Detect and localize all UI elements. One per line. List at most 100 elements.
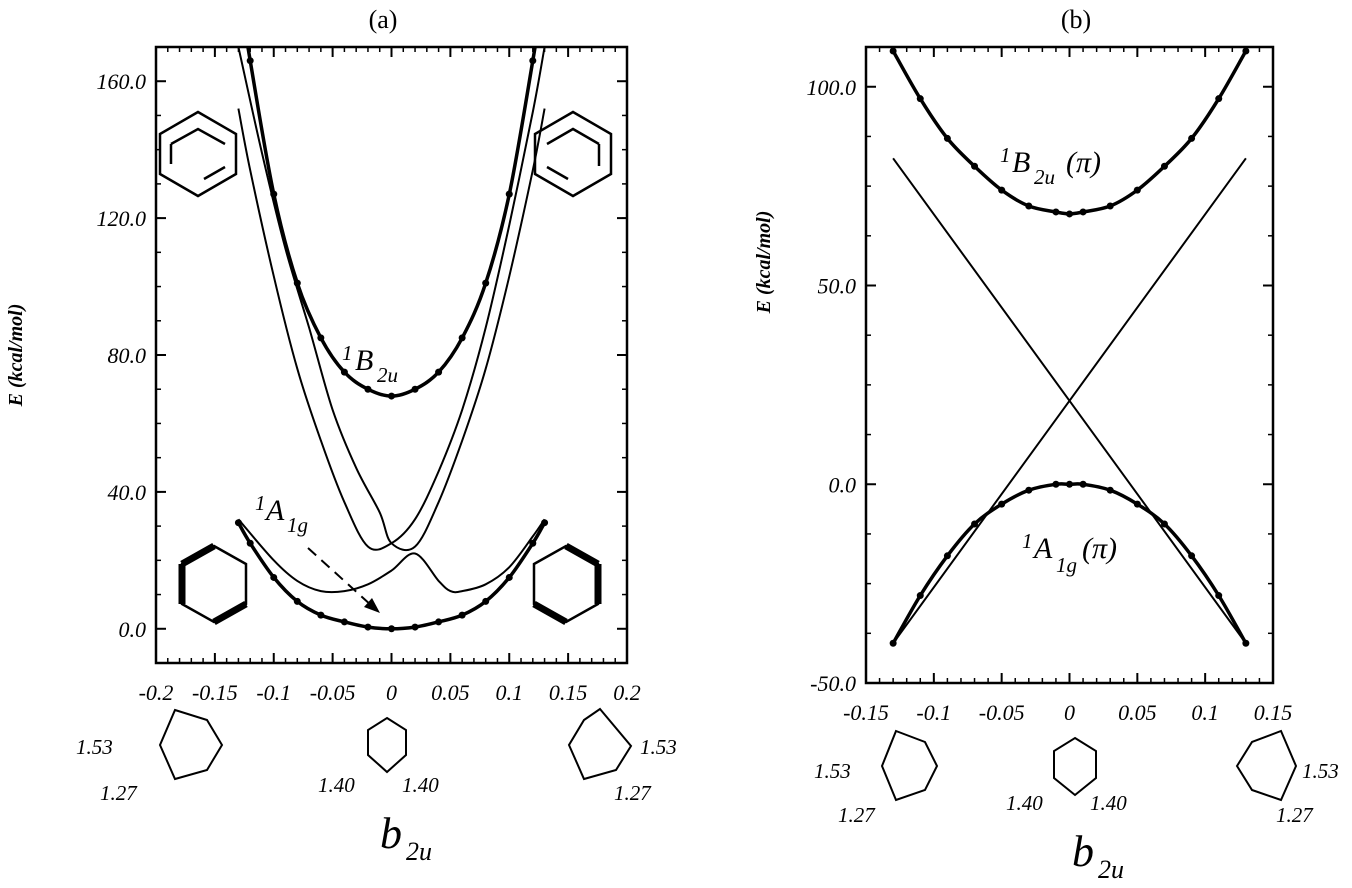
panel-b-annotation-a1g: 1 A 1g (π) <box>1022 529 1117 577</box>
ytick-label: 120.0 <box>97 206 147 231</box>
series-point-a-4 <box>317 611 325 619</box>
series-point-b-3 <box>971 520 979 528</box>
series-point-a-4 <box>411 623 419 631</box>
series-point-a-4 <box>293 597 301 605</box>
series-line-a-2 <box>237 47 546 552</box>
series-point-a-4 <box>246 539 254 547</box>
structure-bottom-left-icon <box>178 542 248 626</box>
series-point-b-0 <box>1079 208 1087 216</box>
geometry-left-hexagon-icon <box>158 708 224 781</box>
series-point-b-3 <box>1025 486 1033 494</box>
series-point-b-3 <box>1160 520 1168 528</box>
series-point-b-0 <box>1215 95 1223 103</box>
geometry-middle-hexagon-icon <box>367 716 407 774</box>
series-line-b-0 <box>891 50 1248 216</box>
series-point-a-4 <box>505 573 513 581</box>
series-point-b-0 <box>943 134 951 142</box>
series-point-a-0 <box>458 334 466 342</box>
panel-b-xlabel-main: b <box>1072 827 1094 876</box>
series-point-a-0 <box>529 57 537 65</box>
annotation-b2u-main: B <box>355 344 373 377</box>
series-point-a-0 <box>411 385 419 393</box>
series-point-b-0 <box>998 186 1006 194</box>
annotation-b-b2u-superscript: 1 <box>1000 143 1011 167</box>
series-point-a-4 <box>364 623 372 631</box>
series-point-a-0 <box>482 279 490 287</box>
series-point-b-3 <box>1052 480 1060 488</box>
ytick-label: 50.0 <box>818 274 857 299</box>
panel-a-annotation-a1g: 1 A 1g <box>255 491 380 613</box>
series-point-b-0 <box>1188 134 1196 142</box>
panel-a: (a) 0.0 40.0 80.0 120.0 160.0 -0.2 -0.15 -0.1 -0… <box>5 5 677 866</box>
series-point-a-0 <box>246 57 254 65</box>
geom-b-left-bottom: 1.27 <box>838 803 876 827</box>
xtick-label: 0 <box>1064 700 1075 725</box>
annotation-b-b2u-subscript: 2u <box>1034 165 1055 189</box>
xtick-label: 0.05 <box>1118 700 1157 725</box>
series-line-a-0 <box>246 47 537 398</box>
series-point-a-0 <box>505 190 513 198</box>
annotation-a1g-subscript: 1g <box>287 513 308 537</box>
panel-b-xlabel-sub: 2u <box>1098 855 1124 884</box>
annotation-b-a1g-suffix: (π) <box>1082 532 1117 565</box>
panel-b-ticks: -50.0 0.0 50.0 100.0 -0.15 -0.1 -0.05 0 0.05 0.1 0… <box>807 47 1293 725</box>
panel-a-xlabel-main: b <box>380 809 402 858</box>
geometry-b-middle-hexagon-icon <box>1053 736 1097 797</box>
series-point-a-0 <box>340 368 348 376</box>
panel-a-ticks: 0.0 40.0 80.0 120.0 160.0 -0.2 -0.15 -0.1 -0.05 0… <box>97 46 641 705</box>
annotation-a1g-superscript: 1 <box>255 491 266 515</box>
series-point-b-3 <box>1215 592 1223 600</box>
series-point-a-4 <box>435 618 443 626</box>
xtick-label: -0.1 <box>916 700 951 725</box>
panel-b: (b) -50.0 0.0 50.0 100.0 -0.15 -0.1 -0.05 0 0.05… <box>753 5 1339 884</box>
panel-b-ylabel: E (kcal/mol) <box>753 211 775 315</box>
series-point-b-3 <box>1106 486 1114 494</box>
xtick-label: -0.15 <box>843 700 889 725</box>
series-point-a-4 <box>234 519 242 527</box>
series-point-b-0 <box>1052 208 1060 216</box>
ytick-label: 40.0 <box>108 480 147 505</box>
xtick-label: 0.1 <box>1191 700 1219 725</box>
annotation-b-a1g-superscript: 1 <box>1022 529 1033 553</box>
series-point-b-3 <box>889 639 897 647</box>
geom-a-left-top: 1.53 <box>76 735 113 759</box>
geom-a-mid-right: 1.40 <box>402 773 439 797</box>
structure-top-left-icon <box>158 110 238 198</box>
series-line-a-3 <box>237 518 546 594</box>
geometry-b-left-hexagon-icon <box>880 729 939 802</box>
series-point-b-0 <box>1133 186 1141 194</box>
series-point-a-4 <box>482 597 490 605</box>
xtick-label: 0.1 <box>496 680 524 705</box>
series-point-b-0 <box>971 162 979 170</box>
series-point-a-0 <box>364 385 372 393</box>
xtick-label: -0.15 <box>192 680 238 705</box>
panel-a-ylabel: E (kcal/mol) <box>5 304 27 408</box>
panel-b-xlabel: b 2u <box>1072 827 1124 884</box>
geom-b-left-top: 1.53 <box>814 759 851 783</box>
xtick-label: 0.15 <box>549 680 588 705</box>
ytick-label: 0.0 <box>119 617 147 642</box>
annotation-b2u-superscript: 1 <box>342 341 353 365</box>
series-point-b-3 <box>1242 639 1250 647</box>
xtick-label: -0.05 <box>310 680 356 705</box>
geom-a-right-bottom: 1.27 <box>614 781 652 805</box>
series-point-a-4 <box>388 625 395 633</box>
xtick-label: 0 <box>386 680 397 705</box>
series-point-a-4 <box>270 573 278 581</box>
annotation-a1g-main: A <box>264 494 285 527</box>
panel-b-annotation-b2u: 1 B 2u (π) <box>1000 143 1101 189</box>
series-point-a-4 <box>340 618 348 626</box>
annotation-a1g-arrow <box>307 547 373 607</box>
panel-a-xlabel: b 2u <box>380 809 432 866</box>
series-point-b-0 <box>1066 210 1073 218</box>
xtick-label: 0.15 <box>1254 700 1293 725</box>
xtick-label: 0.2 <box>613 680 641 705</box>
series-point-a-0 <box>435 368 443 376</box>
series-point-b-0 <box>889 47 897 55</box>
ytick-label: 0.0 <box>829 472 857 497</box>
ytick-label: -50.0 <box>810 671 856 696</box>
geom-a-right-top: 1.53 <box>640 735 677 759</box>
series-line-b-2 <box>892 157 1247 644</box>
xtick-label: -0.2 <box>139 680 174 705</box>
